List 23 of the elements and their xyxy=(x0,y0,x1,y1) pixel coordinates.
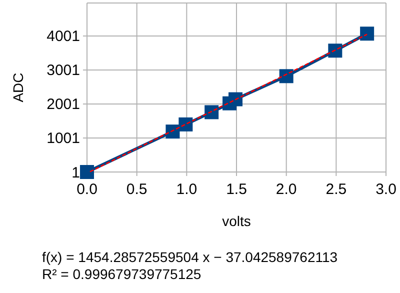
x-tick-label: 3.0 xyxy=(376,181,396,198)
point xyxy=(328,44,342,58)
point xyxy=(80,165,94,179)
point xyxy=(279,69,294,84)
y-tick-label: 3001 xyxy=(46,62,80,80)
y-tick-label: 4001 xyxy=(46,28,80,46)
text: R² = 0.999679739775125 xyxy=(42,266,202,282)
y-axis-title: ADC xyxy=(10,72,26,102)
x-tick-label: 1.5 xyxy=(226,181,247,198)
point xyxy=(360,26,374,41)
x-tick-label: 0.5 xyxy=(126,181,148,198)
point xyxy=(178,117,193,132)
x-tick-label: 1.0 xyxy=(176,181,198,198)
x-axis-title: volts xyxy=(222,213,251,229)
point xyxy=(204,105,219,120)
text: f(x) = 1454.28572559504 x − 37.042589762113 xyxy=(42,249,338,265)
y-tick-label: 1001 xyxy=(46,130,80,148)
x-tick-label: 0.0 xyxy=(76,181,98,198)
y-tick-label: 2001 xyxy=(46,96,80,114)
point xyxy=(228,92,243,106)
y-tick-label: 1 xyxy=(72,164,80,182)
x-tick-label: 2.5 xyxy=(326,181,347,198)
x-tick-label: 2.0 xyxy=(276,181,297,198)
